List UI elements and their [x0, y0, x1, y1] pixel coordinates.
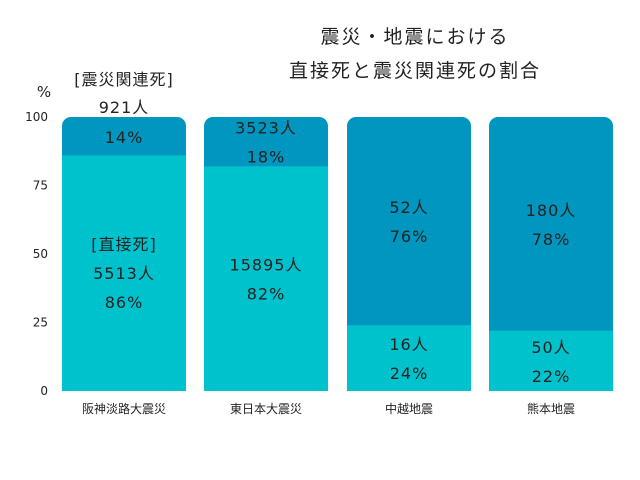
- y-tick-label: 75: [33, 179, 48, 193]
- data-label-count: 50人: [531, 338, 570, 357]
- y-tick-label: 0: [40, 384, 48, 398]
- chart-title-line-2: 直接死と震災関連死の割合: [288, 60, 541, 82]
- bar-segment-chokusetsu: [204, 166, 328, 391]
- y-tick-label: 50: [33, 247, 48, 261]
- data-label-count: 3523人: [235, 119, 297, 138]
- x-category-label: 熊本地震: [527, 401, 575, 416]
- bar-segment-chokusetsu: [62, 155, 186, 391]
- data-label-percent: 14%: [105, 128, 144, 147]
- data-label-percent: 22%: [532, 367, 571, 386]
- bar-segment-chokusetsu: [489, 330, 613, 391]
- y-tick-label: 25: [33, 316, 48, 330]
- x-category-label: 阪神淡路大震災: [82, 401, 166, 416]
- bar-labels: 阪神淡路大震災 [震災関連死] 921人 14% [直接死] 5513人 86% 東日本大震災…: [74, 70, 577, 416]
- y-axis: % 0 25 50 75 100: [25, 83, 51, 398]
- bar-segment-kanren: [347, 117, 471, 391]
- bars: [62, 117, 613, 391]
- data-label-percent: 18%: [247, 148, 286, 167]
- bar-segment-kanren: [489, 117, 613, 391]
- bar-segment-chokusetsu: [347, 325, 471, 391]
- data-label-percent: 86%: [105, 293, 144, 312]
- series-name-chokusetsu: [直接死]: [91, 235, 157, 254]
- data-label-percent: 82%: [247, 285, 286, 304]
- data-label-percent: 76%: [390, 227, 429, 246]
- data-label-count: 15895人: [230, 256, 303, 275]
- data-label-percent: 78%: [532, 230, 571, 249]
- data-label-count: 180人: [526, 201, 577, 220]
- data-label-count: 16人: [389, 335, 428, 354]
- data-label-percent: 24%: [390, 364, 429, 383]
- y-axis-unit-label: %: [37, 83, 51, 101]
- y-tick-label: 100: [25, 110, 48, 124]
- x-category-label: 中越地震: [385, 401, 433, 416]
- chart-title-line-1: 震災・地震における: [320, 26, 510, 48]
- data-label-count: 52人: [389, 198, 428, 217]
- x-category-label: 東日本大震災: [230, 402, 302, 416]
- data-label-count: 921人: [99, 98, 150, 117]
- data-label-count: 5513人: [93, 264, 155, 283]
- series-name-kanren: [震災関連死]: [74, 70, 174, 89]
